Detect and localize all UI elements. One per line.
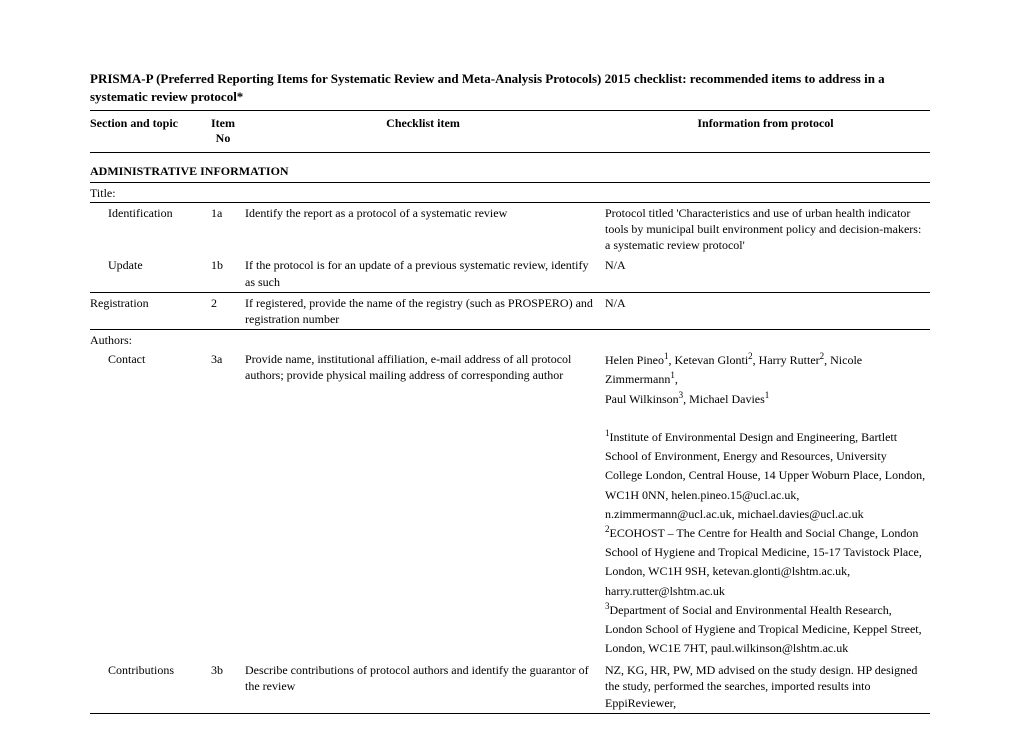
cell-topic: Contributions bbox=[90, 660, 205, 713]
group-title-label: Title: bbox=[90, 182, 930, 202]
row-update: Update 1b If the protocol is for an upda… bbox=[90, 255, 930, 292]
cell-item-no: 1b bbox=[205, 255, 245, 292]
col-header-checklist: Checklist item bbox=[245, 113, 605, 153]
cell-topic: Update bbox=[90, 255, 205, 292]
affiliation-2: ECOHOST – The Centre for Health and Soci… bbox=[605, 526, 922, 598]
table-header-row: Section and topic Item No Checklist item… bbox=[90, 113, 930, 153]
cell-item-no: 3b bbox=[205, 660, 245, 713]
row-identification: Identification 1a Identify the report as… bbox=[90, 202, 930, 255]
checklist-table: Section and topic Item No Checklist item… bbox=[90, 113, 930, 713]
group-authors: Authors: bbox=[90, 330, 930, 350]
item-label-2: No bbox=[216, 131, 231, 145]
col-header-item-no: Item No bbox=[205, 113, 245, 153]
cell-topic: Registration bbox=[90, 292, 205, 329]
cell-checklist: If registered, provide the name of the r… bbox=[245, 292, 605, 329]
section-admin-info: ADMINISTRATIVE INFORMATION bbox=[90, 153, 930, 182]
cell-info: Helen Pineo1, Ketevan Glonti2, Harry Rut… bbox=[605, 349, 930, 660]
cell-checklist: Describe contributions of protocol autho… bbox=[245, 660, 605, 713]
author-1: Helen Pineo bbox=[605, 353, 664, 367]
cell-info: N/A bbox=[605, 292, 930, 329]
author-2: , Ketevan Glonti bbox=[669, 353, 749, 367]
row-contact: Contact 3a Provide name, institutional a… bbox=[90, 349, 930, 660]
cell-info: N/A bbox=[605, 255, 930, 292]
cell-info: Protocol titled 'Characteristics and use… bbox=[605, 202, 930, 255]
author-6: , Michael Davies bbox=[683, 392, 765, 406]
cell-item-no: 1a bbox=[205, 202, 245, 255]
cell-info: NZ, KG, HR, PW, MD advised on the study … bbox=[605, 660, 930, 713]
document-title: PRISMA-P (Preferred Reporting Items for … bbox=[90, 70, 930, 111]
cell-item-no: 2 bbox=[205, 292, 245, 329]
cell-topic: Identification bbox=[90, 202, 205, 255]
cell-checklist: If the protocol is for an update of a pr… bbox=[245, 255, 605, 292]
row-registration: Registration 2 If registered, provide th… bbox=[90, 292, 930, 329]
cell-checklist: Identify the report as a protocol of a s… bbox=[245, 202, 605, 255]
affiliation-3: Department of Social and Environmental H… bbox=[605, 603, 922, 655]
author-3: , Harry Rutter bbox=[753, 353, 820, 367]
author-5: Paul Wilkinson bbox=[605, 392, 679, 406]
group-title: Title: bbox=[90, 182, 930, 202]
group-authors-label: Authors: bbox=[90, 330, 930, 350]
col-header-info: Information from protocol bbox=[605, 113, 930, 153]
col-header-section: Section and topic bbox=[90, 113, 205, 153]
cell-item-no: 3a bbox=[205, 349, 245, 660]
cell-checklist: Provide name, institutional affiliation,… bbox=[245, 349, 605, 660]
row-contributions: Contributions 3b Describe contributions … bbox=[90, 660, 930, 713]
item-label-1: Item bbox=[211, 116, 235, 130]
section-admin-label: ADMINISTRATIVE INFORMATION bbox=[90, 153, 930, 182]
cell-topic: Contact bbox=[90, 349, 205, 660]
affiliation-1: Institute of Environmental Design and En… bbox=[605, 430, 925, 521]
